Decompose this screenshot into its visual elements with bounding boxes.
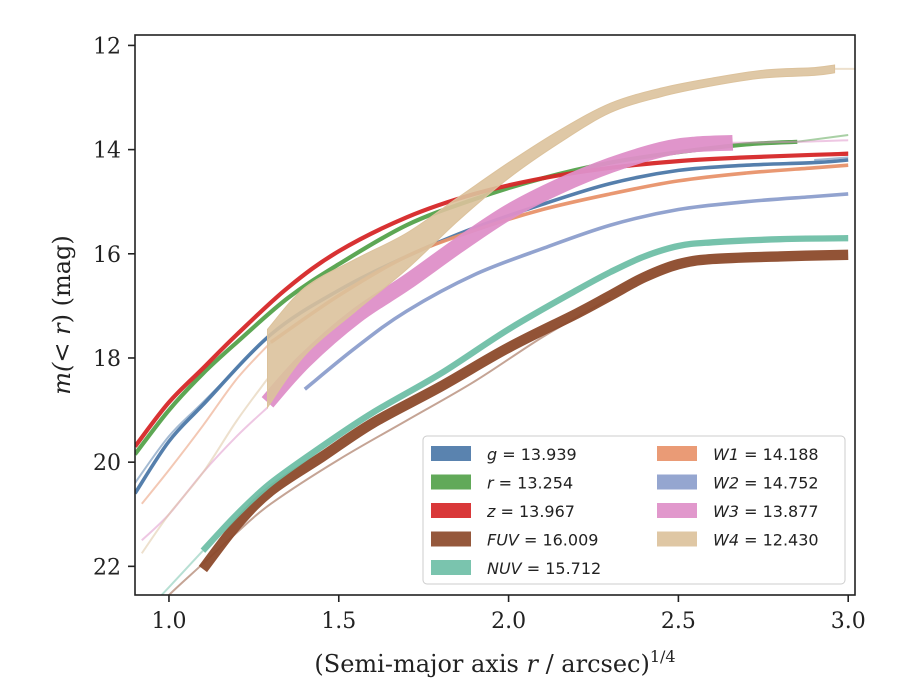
series-z <box>135 151 849 448</box>
plot-frame <box>134 34 856 596</box>
legend-swatch <box>657 474 697 490</box>
series-w4-extrapolated-inner <box>140 378 269 554</box>
legend-item-w4: W4 = 12.430 <box>657 531 819 550</box>
series-g-extrapolated-outer <box>814 156 849 161</box>
legend-box <box>422 435 846 585</box>
series-z-band <box>135 151 849 448</box>
series-fuv <box>167 249 849 595</box>
legend-item-nuv: NUV = 15.712 <box>431 559 601 578</box>
y-tick-label: 18 <box>93 347 121 372</box>
series-nuv-band <box>200 235 849 553</box>
x-tick-label: 1.0 <box>151 609 186 634</box>
x-tick-label: 2.0 <box>491 609 526 634</box>
legend-swatch <box>431 531 471 547</box>
legend-item-g: g = 13.939 <box>431 445 577 464</box>
legend-label: FUV = 16.009 <box>487 531 598 550</box>
legend-swatch <box>431 560 471 575</box>
series-w4 <box>140 64 855 554</box>
y-tick-label: 16 <box>93 243 121 268</box>
x-tick-label: 3.0 <box>831 609 866 634</box>
series-nuv <box>160 235 849 595</box>
legend-item-fuv: FUV = 16.009 <box>431 531 598 550</box>
legend-label: NUV = 15.712 <box>487 559 601 578</box>
series-w3-band <box>261 135 734 408</box>
legend-label: r = 13.254 <box>487 474 573 493</box>
series-w2 <box>303 192 849 391</box>
series-fuv-band <box>198 249 849 573</box>
y-tick-label: 22 <box>93 555 121 580</box>
y-tick-label: 12 <box>93 34 121 59</box>
ticks-layer: 1.0 1.5 2.0 2.5 3.0 12 14 16 18 20 22 <box>93 34 866 634</box>
series-w2-band <box>303 192 849 391</box>
x-tick-label: 1.5 <box>321 609 356 634</box>
x-axis-label: (Semi-major axis r / arcsec)1/4 <box>314 647 675 678</box>
series-nuv-extrapolated-inner <box>160 550 204 595</box>
y-tick-label: 20 <box>93 451 121 476</box>
legend-swatch <box>431 474 471 490</box>
legend-label: W2 = 14.752 <box>713 474 819 493</box>
legend-label: W3 = 13.877 <box>713 502 819 521</box>
y-axis-label: m(< r) (mag) <box>48 235 76 395</box>
legend-swatch <box>657 503 697 518</box>
series-r-band <box>135 139 798 456</box>
legend-swatch <box>431 446 471 461</box>
x-tick-label: 2.5 <box>661 609 696 634</box>
legend-item-w3: W3 = 13.877 <box>657 502 819 521</box>
legend-swatch <box>431 503 471 518</box>
legend-item-z: z = 13.967 <box>431 502 575 521</box>
legend-item-r: r = 13.254 <box>431 474 573 493</box>
legend-item-w1: W1 = 14.188 <box>657 445 819 464</box>
series-w1-extrapolated-inner <box>141 341 272 505</box>
series-w3-extrapolated-outer <box>732 139 849 144</box>
legend-label: z = 13.967 <box>486 502 575 521</box>
series-layer <box>135 64 855 595</box>
legend-item-w2: W2 = 14.752 <box>657 474 819 493</box>
legend-swatch <box>657 446 697 461</box>
series-w4-band <box>267 64 836 410</box>
legend-label: g = 13.939 <box>487 445 577 464</box>
legend-swatch <box>657 531 697 547</box>
series-fuv-extrapolated-inner <box>167 297 611 595</box>
legend-label: W1 = 14.188 <box>713 445 819 464</box>
legend-label: W4 = 12.430 <box>713 531 819 550</box>
series-w3-extrapolated-inner <box>141 406 269 542</box>
y-tick-label: 14 <box>93 139 121 164</box>
legend: g = 13.939 r = 13.254 z = 13.967 FUV = 16.0… <box>422 435 846 585</box>
